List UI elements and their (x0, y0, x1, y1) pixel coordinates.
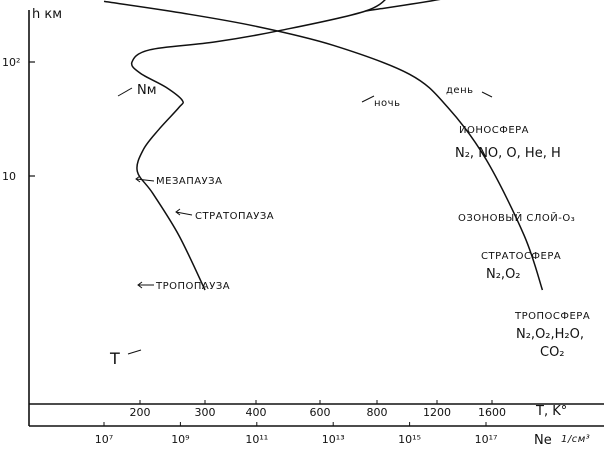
series-line-3 (103, 0, 544, 291)
y-ticks: 1010²10³ (2, 56, 35, 183)
t-tick-label: 1200 (423, 406, 451, 419)
ne-tick-label: 10¹³ (322, 433, 345, 446)
ne-tick-label: 10¹¹ (245, 433, 268, 446)
y-tick-label: 10² (2, 56, 20, 69)
ne-tick-label: 10⁷ (95, 433, 113, 446)
ne-ticks: 10⁷ 10⁹ 10¹¹ 10¹³ 10¹⁵ 10¹⁷ (95, 422, 498, 446)
t-tick-label: 600 (310, 406, 331, 419)
label-stratosfera: СТРАТОСФЕРА (481, 251, 561, 262)
y-tick-label: 10 (2, 170, 16, 183)
label-t-curve: T (109, 349, 120, 368)
label-ozone: ОЗОНОВЫЙ СЛОЙ-O₃ (458, 211, 575, 224)
series-line-0 (130, 0, 386, 291)
curves (103, 0, 544, 291)
t-tick-label: 1600 (478, 406, 506, 419)
t-ticks: 200 300 400 600 800 1200 1600 (130, 400, 506, 419)
stratopauza-arrow (175, 208, 193, 216)
label-stratosphere-gases: N₂,O₂ (486, 267, 521, 282)
ne-axis-label: Ne (534, 433, 552, 448)
label-ionosphere-gases: N₂, NO, O, He, H (455, 146, 561, 161)
t-tick-label: 800 (367, 406, 388, 419)
ne-tick-label: 10¹⁷ (475, 433, 498, 446)
tropopauza-arrow (137, 281, 154, 289)
label-co2: CO₂ (540, 345, 565, 360)
series-line-2 (365, 0, 441, 12)
label-troposfera: ТРОПОСФЕРА (514, 311, 590, 322)
y-axis-label: h км (32, 7, 62, 22)
den-leader (481, 91, 493, 98)
ne-tick-label: 10¹⁵ (398, 433, 421, 446)
t-tick-label: 400 (246, 406, 267, 419)
ne-axis-unit: 1/см³ (561, 434, 590, 445)
t-tick-label: 200 (130, 406, 151, 419)
t-leader (127, 349, 142, 355)
mezapauza-arrow (135, 175, 155, 183)
label-noch: ночь (374, 98, 400, 109)
label-troposphere-gases: N₂,O₂,H₂O, (516, 327, 584, 342)
ne-tick-label: 10⁹ (171, 433, 189, 446)
label-tropopauza: ТРОПОПАУЗА (155, 281, 230, 292)
label-mezapauza: МЕЗАПАУЗА (156, 176, 222, 187)
label-den: день (446, 85, 474, 96)
label-ionosfera: ИОНОСФЕРА (459, 125, 529, 136)
t-tick-label: 300 (195, 406, 216, 419)
label-nm: Nм (137, 83, 157, 98)
t-axis-label: T, K° (535, 404, 567, 419)
label-stratopauza: СТРАТОПАУЗА (195, 211, 274, 222)
nm-leader (117, 87, 133, 97)
noch-leader (361, 95, 375, 103)
